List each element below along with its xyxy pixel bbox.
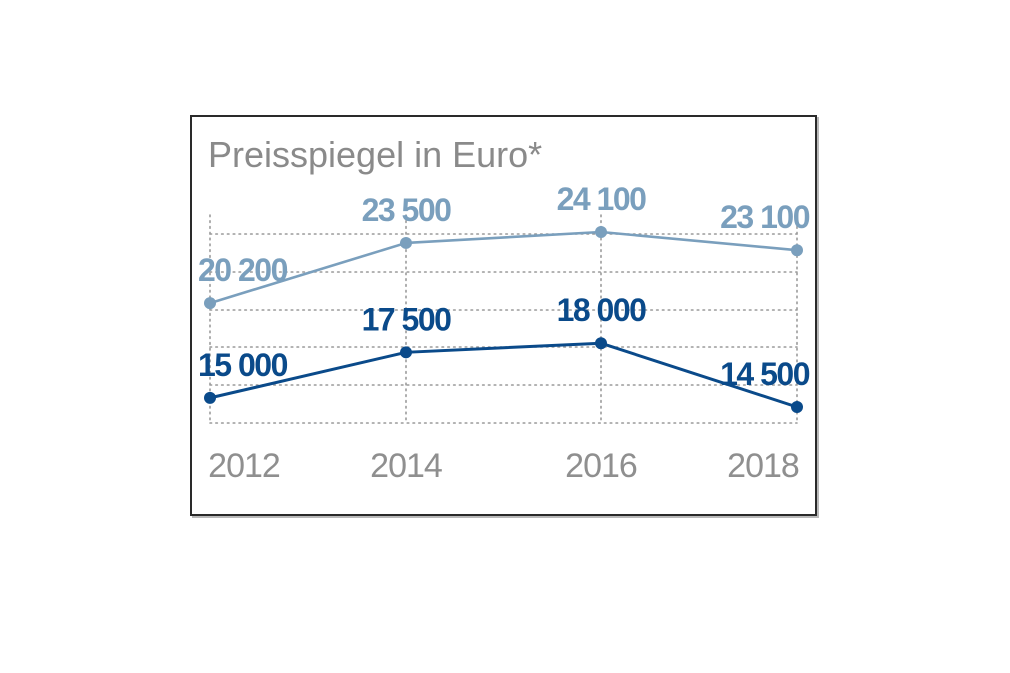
value-label: 24 100	[557, 181, 647, 217]
value-label: 20 200	[198, 252, 288, 288]
x-tick-label: 2016	[565, 447, 637, 485]
x-axis-ticks: 2012 2014 2016 2018	[208, 447, 800, 485]
value-labels: 20 200 23 500 24 100 23 100 15 000 17 500 18 0…	[198, 181, 811, 392]
data-point	[791, 244, 803, 257]
x-tick-label: 2018	[727, 447, 799, 485]
value-label: 23 500	[362, 192, 452, 228]
data-point	[595, 226, 607, 238]
value-label: 14 500	[720, 356, 810, 392]
data-point	[791, 401, 803, 413]
data-point	[400, 346, 412, 359]
value-label: 17 500	[362, 301, 452, 337]
grid	[209, 214, 798, 424]
value-label: 15 000	[198, 347, 288, 383]
value-label: 23 100	[720, 199, 810, 235]
chart-frame: Preisspiegel in Euro* 20 200 23 500 24 100…	[190, 115, 817, 516]
series-line-1	[209, 230, 798, 305]
data-point	[595, 337, 607, 350]
series-layer	[204, 226, 803, 413]
series-line-2	[209, 341, 798, 409]
value-label: 18 000	[557, 292, 647, 328]
data-point	[204, 391, 216, 404]
x-tick-label: 2014	[370, 447, 442, 485]
data-point	[400, 236, 412, 249]
data-point	[204, 297, 216, 310]
line-chart: Preisspiegel in Euro* 20 200 23 500 24 100…	[198, 134, 811, 485]
chart-title: Preisspiegel in Euro*	[208, 134, 542, 175]
x-tick-label: 2012	[208, 447, 280, 485]
